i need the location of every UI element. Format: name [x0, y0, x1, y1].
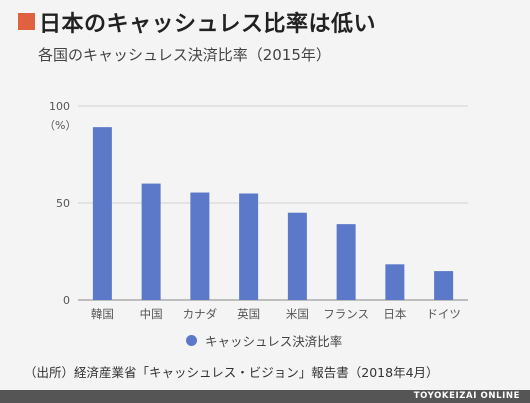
grid-layer [78, 105, 468, 301]
chart-subtitle: 各国のキャッシュレス決済比率（2015年） [38, 46, 331, 64]
bar-5 [336, 224, 356, 300]
x-category-label: 日本 [383, 307, 406, 321]
x-category-label: カナダ [183, 307, 218, 321]
bar-2 [190, 192, 210, 300]
x-category-label: 英国 [237, 307, 260, 321]
chart-legend: キャッシュレス決済比率 [186, 331, 342, 350]
x-category-label: 米国 [286, 307, 309, 321]
footer-brand: TOYOKEIZAI ONLINE [413, 391, 520, 401]
y-tick-label: 0 [63, 294, 70, 307]
bar-1 [141, 183, 161, 300]
x-category-label: フランス [323, 307, 369, 321]
source-note: （出所）経済産業省「キャッシュレス・ビジョン」報告書（2018年4月） [24, 365, 439, 380]
legend-swatch [186, 335, 197, 346]
bar-3 [239, 193, 259, 300]
bar-4 [287, 212, 307, 300]
chart-title: 日本のキャッシュレス比率は低い [39, 12, 377, 37]
x-category-label: 中国 [140, 307, 163, 321]
bar-6 [385, 264, 405, 300]
bar-7 [434, 271, 454, 300]
title-accent-square [18, 13, 35, 30]
label-layer: 0 50 100 （%） 韓国 中国 カナダ 英国 米国 フランス 日本 ドイツ [44, 100, 461, 321]
bar-chart: 0 50 100 （%） 韓国 中国 カナダ 英国 米国 フランス 日本 ドイツ [44, 100, 468, 321]
x-category-label: ドイツ [426, 307, 461, 321]
footer-bar: TOYOKEIZAI ONLINE [0, 390, 530, 403]
bar-0 [92, 127, 112, 301]
y-tick-label: 50 [56, 197, 70, 210]
x-category-label: 韓国 [91, 307, 114, 321]
y-tick-label: 100 [49, 100, 70, 113]
legend-label: キャッシュレス決済比率 [205, 334, 343, 349]
bar-layer [92, 127, 454, 301]
y-axis-unit-label: （%） [44, 119, 76, 132]
